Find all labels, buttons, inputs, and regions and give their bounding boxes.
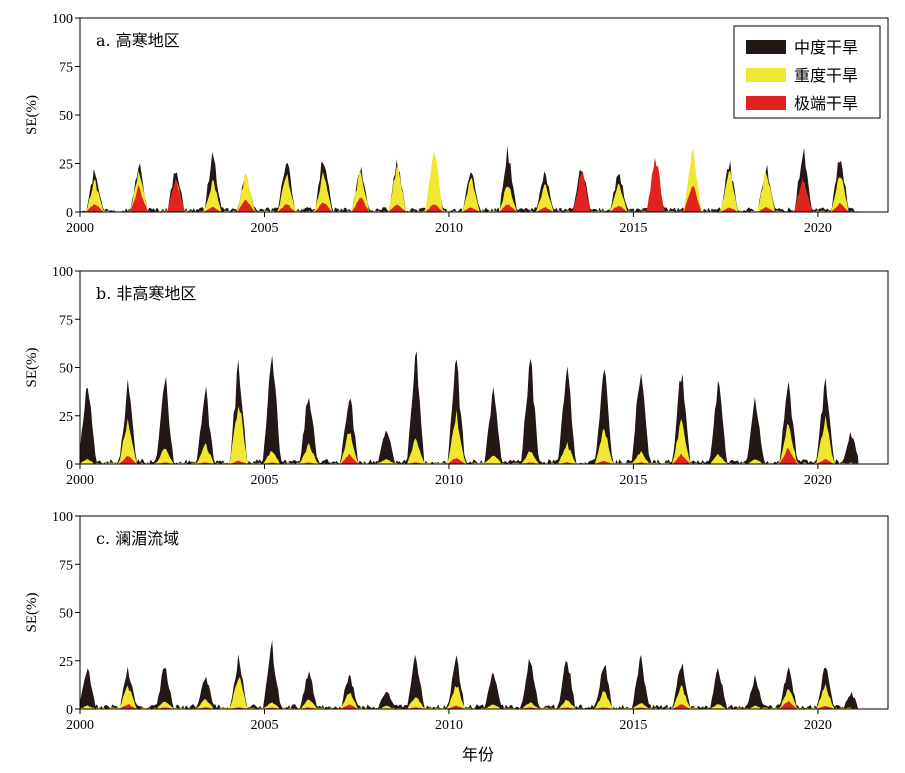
series-area-2 xyxy=(80,676,859,709)
panel-2: 0 25 50 75 100 2000 2005 2010 2015 2020 SE(%) b. 非高… xyxy=(24,265,889,488)
y-tick-label: 50 xyxy=(59,109,73,124)
panel-title: b. 非高寒地区 xyxy=(96,284,196,303)
x-tick-label: 2000 xyxy=(66,221,94,236)
panel-1: 0 25 50 75 100 2000 2005 2010 2015 2020 SE(%) a. 高寒… xyxy=(24,12,889,236)
panel-title: c. 澜湄流域 xyxy=(96,529,179,548)
y-axis-label: SE(%) xyxy=(24,593,40,633)
x-tick-label: 2005 xyxy=(250,473,278,488)
series-area-2 xyxy=(80,406,859,464)
x-tick-label: 2010 xyxy=(435,718,463,733)
y-tick-label: 75 xyxy=(59,558,73,573)
y-tick-label: 0 xyxy=(66,703,73,718)
legend-swatch xyxy=(746,68,786,82)
y-tick-label: 25 xyxy=(59,410,73,425)
y-tick-label: 50 xyxy=(59,607,73,622)
y-tick-label: 50 xyxy=(59,362,73,377)
x-tick-label: 2015 xyxy=(619,221,647,236)
x-tick-label: 2010 xyxy=(435,221,463,236)
x-axis-label: 年份 xyxy=(462,745,494,764)
plot-frame xyxy=(79,515,889,710)
legend-label: 中度干旱 xyxy=(794,38,858,57)
y-tick-label: 0 xyxy=(66,206,73,221)
y-tick-label: 25 xyxy=(59,655,73,670)
series-area-1 xyxy=(80,351,859,464)
x-tick-label: 2000 xyxy=(66,473,94,488)
y-tick-label: 0 xyxy=(66,458,73,473)
series-area-3 xyxy=(80,701,859,709)
y-axis-label: SE(%) xyxy=(24,348,40,388)
chart-panels: 0 25 50 75 100 2000 2005 2010 2015 2020 SE(%) a. 高寒… xyxy=(24,12,889,733)
panel-3: 0 25 50 75 100 2000 2005 2010 2015 2020 SE(%) c. 澜湄… xyxy=(24,510,889,733)
y-tick-label: 25 xyxy=(59,158,73,173)
x-tick-label: 2015 xyxy=(619,473,647,488)
x-tick-label: 2005 xyxy=(250,718,278,733)
x-tick-label: 2005 xyxy=(250,221,278,236)
y-axis-label: SE(%) xyxy=(24,95,40,135)
series-area-2 xyxy=(80,148,859,212)
series-area-3 xyxy=(80,448,859,464)
x-tick-label: 2000 xyxy=(66,718,94,733)
legend-swatch xyxy=(746,40,786,54)
legend-label: 极端干旱 xyxy=(794,94,858,113)
y-tick-label: 100 xyxy=(52,265,73,280)
x-tick-label: 2020 xyxy=(804,473,832,488)
y-tick-label: 100 xyxy=(52,12,73,27)
legend-label: 重度干旱 xyxy=(794,66,858,85)
x-tick-label: 2015 xyxy=(619,718,647,733)
series-area-1 xyxy=(80,145,859,212)
series-area-1 xyxy=(80,640,859,709)
y-tick-label: 100 xyxy=(52,510,73,525)
y-tick-label: 75 xyxy=(59,61,73,76)
y-tick-label: 75 xyxy=(59,313,73,328)
x-tick-label: 2020 xyxy=(804,221,832,236)
panel-title: a. 高寒地区 xyxy=(96,31,180,50)
x-tick-label: 2020 xyxy=(804,718,832,733)
x-tick-label: 2010 xyxy=(435,473,463,488)
legend-swatch xyxy=(746,96,786,110)
